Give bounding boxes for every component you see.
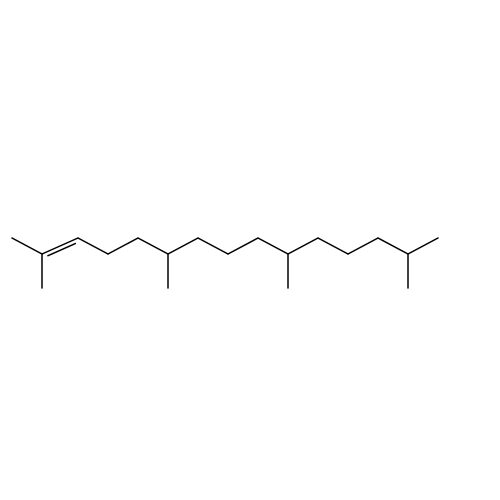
bond-c8-c9: [228, 238, 258, 254]
bond-c7-c8: [198, 238, 228, 254]
chemical-structure-diagram: [0, 0, 500, 500]
bond-c1a-c2: [12, 238, 42, 254]
bond-c10-c11: [288, 238, 318, 254]
bond-c9-c10: [258, 238, 288, 254]
bond-c12-c13: [348, 238, 378, 254]
bond-c5-c6: [138, 238, 168, 254]
bond-c4-c5: [108, 238, 138, 254]
bond-c11-c12: [318, 238, 348, 254]
bond-c13-c14: [378, 238, 408, 254]
bond-c14-c15: [408, 238, 438, 254]
bond-c3-c4: [78, 238, 108, 254]
bond-c6-c7: [168, 238, 198, 254]
bond-c2-c3: [42, 238, 78, 254]
